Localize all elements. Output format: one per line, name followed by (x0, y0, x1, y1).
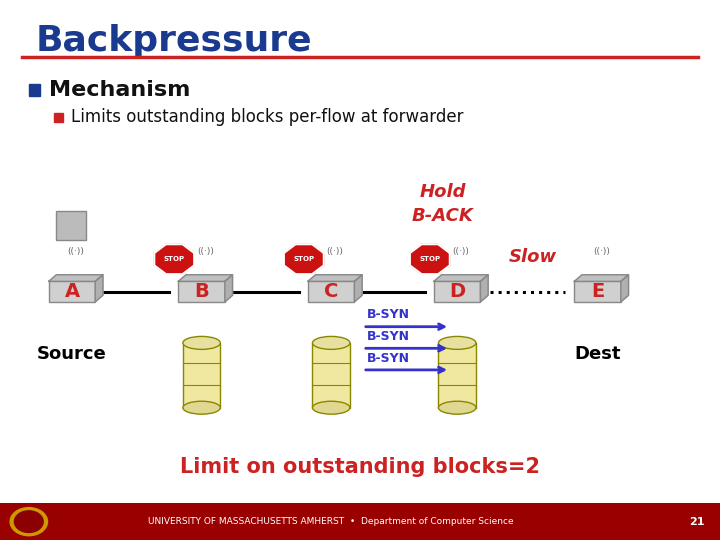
Polygon shape (154, 244, 194, 274)
Ellipse shape (312, 401, 350, 414)
Text: C: C (324, 282, 338, 301)
Ellipse shape (183, 401, 220, 414)
Text: STOP: STOP (419, 256, 441, 262)
Text: ((·)): ((·)) (326, 247, 343, 255)
Circle shape (14, 511, 43, 532)
Ellipse shape (438, 401, 476, 414)
Ellipse shape (438, 336, 476, 349)
Polygon shape (480, 275, 488, 302)
Text: B-SYN: B-SYN (367, 330, 410, 343)
Text: ((·)): ((·)) (452, 247, 469, 255)
Polygon shape (225, 275, 233, 302)
Ellipse shape (312, 336, 350, 349)
Text: Hold: Hold (420, 183, 466, 201)
Polygon shape (354, 275, 362, 302)
Bar (49, 281, 95, 302)
Text: STOP: STOP (163, 256, 185, 262)
Text: E: E (591, 282, 604, 301)
Bar (308, 281, 354, 302)
Text: Source: Source (37, 345, 107, 363)
Polygon shape (49, 275, 103, 281)
Bar (438, 343, 476, 408)
Text: Slow: Slow (509, 247, 557, 266)
Text: ((·)): ((·)) (197, 247, 214, 255)
Text: UNIVERSITY OF MASSACHUSETTS AMHERST  •  Department of Computer Science: UNIVERSITY OF MASSACHUSETTS AMHERST • De… (148, 517, 514, 526)
Text: B: B (194, 282, 209, 301)
Bar (575, 281, 621, 302)
Bar (179, 281, 225, 302)
Polygon shape (410, 244, 450, 274)
Circle shape (10, 508, 48, 536)
Polygon shape (179, 275, 233, 281)
Text: Backpressure: Backpressure (36, 24, 312, 58)
Text: Mechanism: Mechanism (49, 79, 190, 100)
Text: STOP: STOP (293, 256, 315, 262)
Polygon shape (284, 244, 324, 274)
Text: Dest: Dest (575, 345, 621, 363)
Polygon shape (95, 275, 103, 302)
Bar (54, 113, 63, 122)
Polygon shape (434, 275, 488, 281)
Text: 21: 21 (689, 517, 705, 526)
Polygon shape (621, 275, 629, 302)
Text: D: D (449, 282, 465, 301)
Text: Limit on outstanding blocks=2: Limit on outstanding blocks=2 (180, 457, 540, 477)
Polygon shape (575, 275, 629, 281)
Bar (56, 211, 86, 240)
Bar (434, 281, 480, 302)
Bar (183, 343, 220, 408)
Text: B-SYN: B-SYN (367, 352, 410, 365)
Text: Limits outstanding blocks per-flow at forwarder: Limits outstanding blocks per-flow at fo… (71, 108, 463, 126)
Text: ((·)): ((·)) (67, 247, 84, 255)
Bar (312, 343, 350, 408)
Text: ((·)): ((·)) (593, 247, 610, 255)
Polygon shape (308, 275, 362, 281)
Bar (29, 84, 40, 96)
Text: B-SYN: B-SYN (367, 308, 410, 321)
Text: B-ACK: B-ACK (412, 207, 474, 225)
Text: A: A (64, 282, 80, 301)
Ellipse shape (183, 336, 220, 349)
Bar (0, 503, 720, 540)
